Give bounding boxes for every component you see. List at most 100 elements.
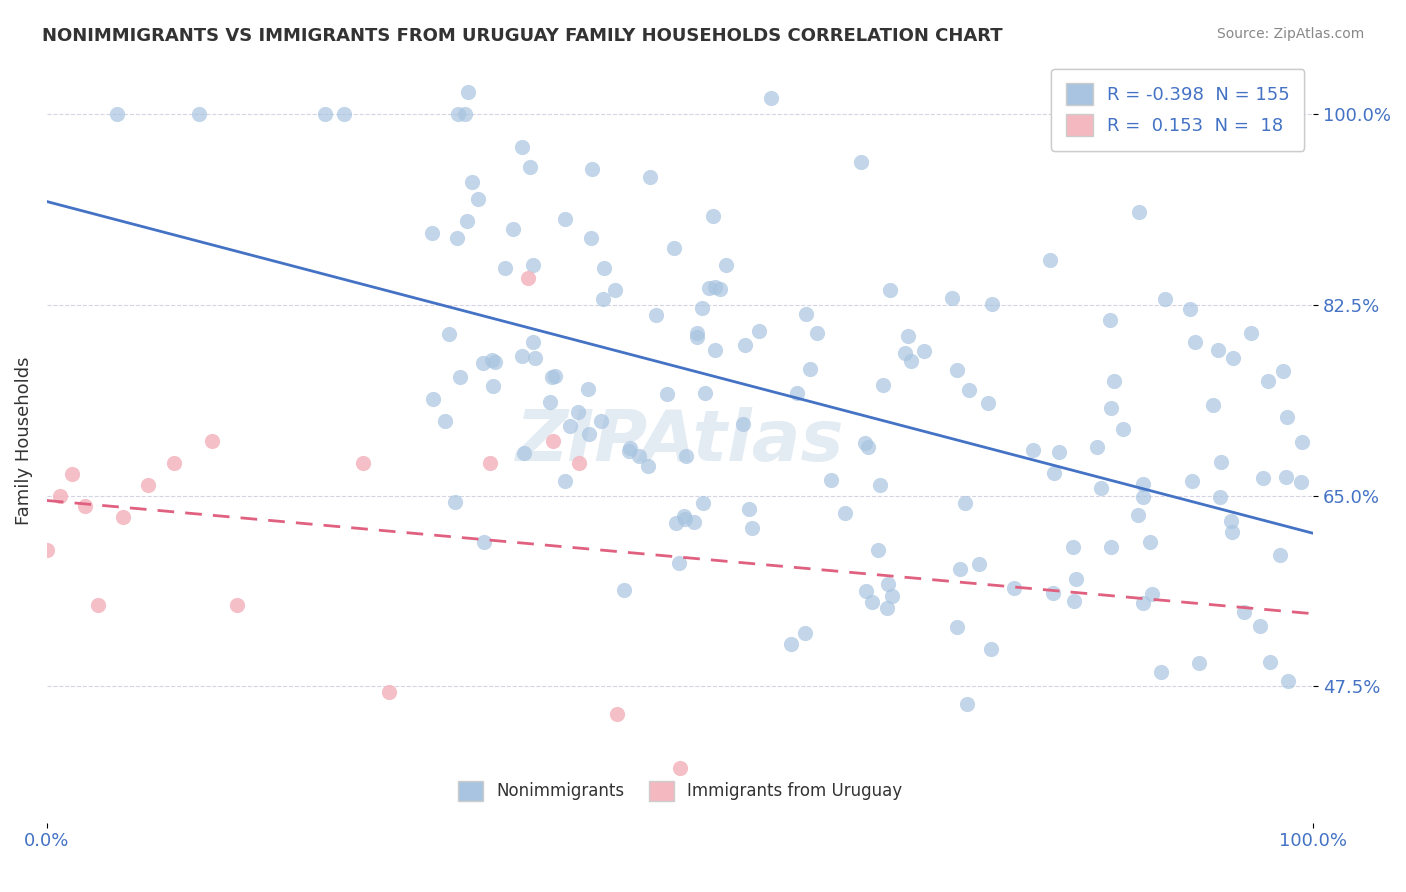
Point — [1022, 443, 1045, 458]
Point — [1039, 252, 1062, 267]
Point — [682, 516, 704, 530]
Point — [697, 281, 720, 295]
Point — [734, 338, 756, 352]
Point — [1153, 292, 1175, 306]
Point — [558, 419, 581, 434]
Point — [162, 456, 184, 470]
Point — [434, 414, 457, 428]
Point — [794, 625, 817, 640]
Point — [869, 478, 891, 492]
Point — [637, 458, 659, 473]
Point — [946, 620, 969, 634]
Point — [447, 107, 470, 121]
Point — [799, 362, 821, 376]
Point — [613, 583, 636, 598]
Point — [866, 542, 889, 557]
Point — [1002, 582, 1025, 596]
Point — [35, 543, 58, 558]
Point — [439, 327, 461, 342]
Point — [702, 209, 724, 223]
Point — [946, 363, 969, 377]
Point — [1202, 397, 1225, 411]
Point — [1047, 445, 1070, 459]
Point — [1150, 665, 1173, 679]
Point — [1233, 605, 1256, 619]
Point — [806, 326, 828, 341]
Point — [1222, 351, 1244, 365]
Point — [1275, 409, 1298, 424]
Point — [554, 212, 576, 227]
Point — [524, 351, 547, 366]
Point — [472, 356, 495, 370]
Point — [1257, 374, 1279, 388]
Point — [912, 344, 935, 359]
Point — [1126, 508, 1149, 522]
Point — [820, 474, 842, 488]
Point — [1132, 596, 1154, 610]
Point — [695, 386, 717, 401]
Point — [481, 352, 503, 367]
Point — [872, 377, 894, 392]
Point — [1178, 302, 1201, 317]
Point — [957, 384, 980, 398]
Point — [880, 590, 903, 604]
Point — [111, 510, 134, 524]
Point — [662, 241, 685, 255]
Point — [592, 293, 614, 307]
Point — [519, 160, 541, 174]
Point — [1289, 475, 1312, 489]
Point — [73, 500, 96, 514]
Point — [980, 642, 1002, 657]
Point — [1099, 313, 1122, 327]
Point — [675, 449, 697, 463]
Point — [692, 495, 714, 509]
Point — [731, 417, 754, 432]
Point — [378, 684, 401, 698]
Point — [1132, 491, 1154, 505]
Point — [1220, 515, 1243, 529]
Point — [709, 282, 731, 296]
Point — [517, 270, 540, 285]
Point — [576, 382, 599, 396]
Y-axis label: Family Households: Family Households — [15, 357, 32, 525]
Point — [897, 328, 920, 343]
Point — [704, 280, 727, 294]
Point — [315, 107, 337, 121]
Point — [1275, 469, 1298, 483]
Point — [849, 154, 872, 169]
Point — [467, 193, 489, 207]
Point — [578, 426, 600, 441]
Point — [512, 349, 534, 363]
Point — [1240, 326, 1263, 341]
Point — [1063, 593, 1085, 607]
Point — [977, 396, 1000, 410]
Point — [1139, 534, 1161, 549]
Point — [672, 508, 695, 523]
Point — [461, 175, 484, 189]
Point — [1090, 481, 1112, 495]
Point — [900, 354, 922, 368]
Point — [834, 506, 856, 520]
Point — [876, 577, 898, 591]
Point — [628, 449, 651, 463]
Point — [969, 557, 991, 571]
Point — [617, 444, 640, 458]
Point — [704, 343, 727, 358]
Text: Source: ZipAtlas.com: Source: ZipAtlas.com — [1216, 27, 1364, 41]
Point — [1181, 474, 1204, 488]
Point — [748, 324, 770, 338]
Point — [457, 85, 479, 99]
Point — [513, 445, 536, 459]
Point — [761, 91, 783, 105]
Point — [686, 330, 709, 344]
Point — [482, 379, 505, 393]
Point — [592, 260, 614, 275]
Point — [1140, 586, 1163, 600]
Point — [225, 598, 247, 612]
Point — [668, 556, 690, 570]
Point — [603, 283, 626, 297]
Point — [1249, 619, 1271, 633]
Point — [1062, 540, 1084, 554]
Point — [956, 697, 979, 711]
Point — [1085, 440, 1108, 454]
